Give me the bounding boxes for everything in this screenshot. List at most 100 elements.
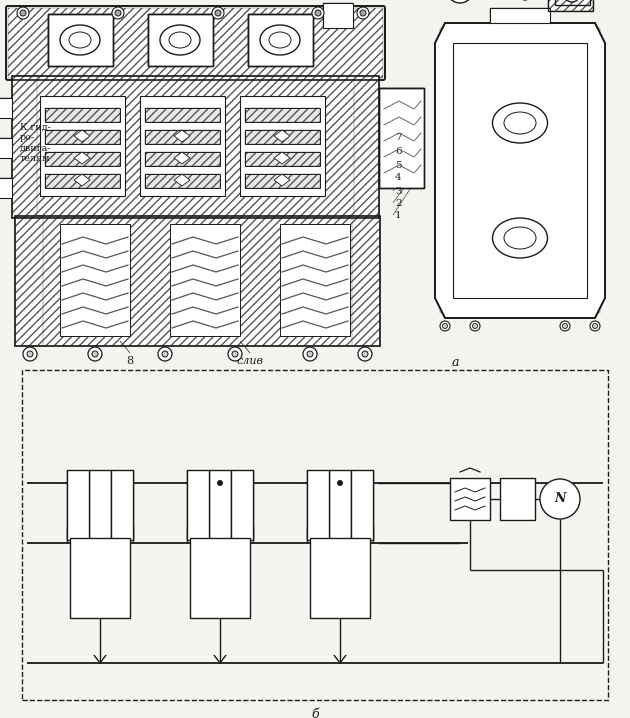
Text: 1: 1 xyxy=(395,210,402,220)
Bar xyxy=(145,174,220,188)
Bar xyxy=(231,470,253,540)
Bar xyxy=(245,174,320,188)
Ellipse shape xyxy=(160,25,200,55)
Bar xyxy=(45,174,120,188)
Circle shape xyxy=(357,7,369,19)
Bar xyxy=(280,224,350,336)
Circle shape xyxy=(470,321,480,331)
Polygon shape xyxy=(435,23,605,318)
Ellipse shape xyxy=(504,227,536,249)
Bar xyxy=(490,8,550,23)
Ellipse shape xyxy=(60,25,100,55)
Bar xyxy=(148,14,213,66)
Bar xyxy=(548,0,593,11)
FancyBboxPatch shape xyxy=(6,6,385,80)
Circle shape xyxy=(564,0,580,2)
Bar xyxy=(245,108,320,122)
Text: а: а xyxy=(451,356,459,369)
Circle shape xyxy=(315,10,321,16)
Bar xyxy=(8,8,383,78)
Circle shape xyxy=(232,351,238,357)
Circle shape xyxy=(337,480,343,486)
Circle shape xyxy=(307,351,313,357)
Ellipse shape xyxy=(69,32,91,48)
Bar xyxy=(555,0,590,5)
Bar xyxy=(209,470,231,540)
Bar xyxy=(40,96,125,196)
Polygon shape xyxy=(174,130,190,142)
Bar xyxy=(440,28,600,313)
Bar xyxy=(15,216,43,346)
Circle shape xyxy=(112,7,124,19)
Bar xyxy=(379,88,424,188)
Bar xyxy=(70,538,130,618)
Bar xyxy=(245,130,320,144)
Bar xyxy=(45,108,120,122)
Polygon shape xyxy=(174,174,190,186)
Bar xyxy=(145,108,220,122)
Circle shape xyxy=(358,347,372,361)
Bar xyxy=(89,470,111,540)
Circle shape xyxy=(592,324,597,329)
Circle shape xyxy=(212,7,224,19)
Circle shape xyxy=(88,347,102,361)
Bar xyxy=(48,14,113,66)
Bar xyxy=(352,216,380,346)
Bar xyxy=(148,14,213,66)
Circle shape xyxy=(303,347,317,361)
Text: 5: 5 xyxy=(395,161,402,169)
Bar xyxy=(379,88,424,188)
Bar xyxy=(60,224,130,336)
Bar xyxy=(45,152,120,166)
Bar xyxy=(45,174,120,188)
Bar xyxy=(245,174,320,188)
Bar xyxy=(0,98,12,118)
Circle shape xyxy=(442,324,447,329)
Text: К гид-
ро-
двига-
телям: К гид- ро- двига- телям xyxy=(20,123,52,163)
Polygon shape xyxy=(74,174,90,186)
Bar xyxy=(145,108,220,122)
Bar xyxy=(145,130,220,144)
Circle shape xyxy=(447,0,473,3)
Ellipse shape xyxy=(504,112,536,134)
Bar xyxy=(45,152,120,166)
Bar xyxy=(0,178,12,198)
Bar xyxy=(248,14,313,66)
Ellipse shape xyxy=(269,32,291,48)
Ellipse shape xyxy=(169,32,191,48)
Circle shape xyxy=(215,10,221,16)
Bar xyxy=(170,224,240,336)
Circle shape xyxy=(590,321,600,331)
Ellipse shape xyxy=(260,25,300,55)
Bar xyxy=(453,43,587,298)
Circle shape xyxy=(228,347,242,361)
Circle shape xyxy=(540,479,580,519)
Bar xyxy=(148,14,213,66)
Text: 4: 4 xyxy=(395,174,402,182)
Bar xyxy=(187,470,209,540)
Bar xyxy=(12,76,379,218)
Bar xyxy=(248,14,313,66)
Bar xyxy=(245,108,320,122)
Bar xyxy=(310,538,370,618)
Bar xyxy=(15,216,380,346)
Bar xyxy=(48,14,113,66)
Text: 8: 8 xyxy=(127,356,134,366)
Bar xyxy=(490,8,550,23)
Bar xyxy=(145,130,220,144)
Bar xyxy=(22,370,608,700)
Bar xyxy=(329,470,351,540)
Bar xyxy=(379,88,424,188)
Bar xyxy=(15,216,380,346)
Bar xyxy=(0,98,12,118)
Bar xyxy=(12,76,379,218)
Bar xyxy=(354,76,379,218)
Circle shape xyxy=(312,7,324,19)
Bar xyxy=(245,130,320,144)
Circle shape xyxy=(440,321,450,331)
Circle shape xyxy=(20,10,26,16)
Polygon shape xyxy=(74,130,90,142)
Bar xyxy=(351,470,373,540)
Polygon shape xyxy=(74,152,90,164)
Bar xyxy=(0,138,12,158)
